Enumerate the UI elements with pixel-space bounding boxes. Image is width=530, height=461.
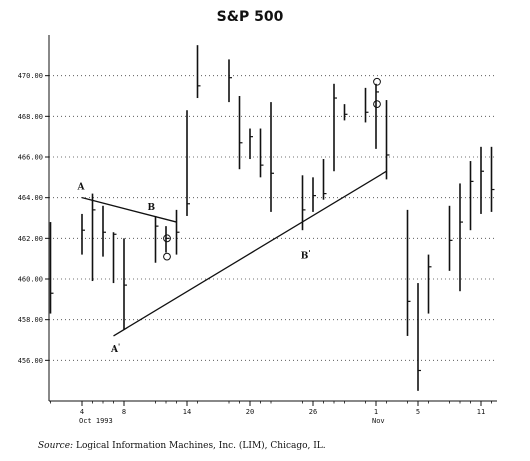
x-tick-label: 14 <box>183 408 191 416</box>
y-tick-label: 456.00 <box>18 357 43 365</box>
price-bar <box>333 83 337 172</box>
price-bar <box>91 193 96 282</box>
circle-markers <box>163 77 381 261</box>
price-bar <box>228 59 232 103</box>
annotation-label: B' <box>301 249 311 262</box>
price-bar <box>364 87 369 123</box>
price-bar <box>175 209 180 255</box>
price-bar <box>49 222 54 314</box>
price-bar <box>385 100 390 180</box>
annotation-label: A' <box>110 342 120 355</box>
price-bar <box>459 183 463 292</box>
x-tick-label: 20 <box>246 408 254 416</box>
y-tick-label: 458.00 <box>18 316 43 324</box>
x-tick-label: 5 <box>416 408 420 416</box>
y-tick-label: 466.00 <box>18 154 43 162</box>
circle-marker <box>163 252 171 261</box>
price-bar <box>301 175 306 231</box>
x-month-label: Nov <box>372 417 385 425</box>
x-tick-label: 11 <box>477 408 485 416</box>
price-bar <box>102 205 106 257</box>
grid-lines <box>49 75 497 361</box>
price-bar <box>270 102 274 212</box>
price-bar <box>249 128 253 160</box>
y-tick-label: 460.00 <box>18 276 43 284</box>
price-bar <box>490 146 495 212</box>
price-bar <box>238 96 243 170</box>
price-bar <box>427 254 432 314</box>
price-bar <box>322 159 327 200</box>
annotation-prime: ' <box>118 342 120 351</box>
price-bar <box>186 110 190 216</box>
price-bar <box>343 104 348 121</box>
price-bars <box>49 45 495 391</box>
y-axis: 456.00 458.00 460.00 462.00 464.00 466.00 468.… <box>18 35 50 401</box>
trendline <box>113 170 387 337</box>
source-label: Source: <box>38 441 74 451</box>
chart-title: S&P 500 <box>217 9 284 25</box>
y-tick-label: 464.00 <box>18 194 43 202</box>
price-bar <box>406 209 411 336</box>
price-bar <box>312 177 316 212</box>
price-bar <box>469 161 474 231</box>
annotation-prime: ' <box>308 249 310 258</box>
price-bar <box>81 213 85 255</box>
price-bar <box>480 146 484 214</box>
annotation-label: A <box>76 183 85 193</box>
x-month-label: Oct 1993 <box>79 417 113 425</box>
circle-marker <box>373 100 381 109</box>
x-tick-label: 1 <box>374 408 378 416</box>
y-tick-label: 468.00 <box>18 113 43 121</box>
y-tick-label: 462.00 <box>18 235 43 243</box>
trendline <box>81 197 177 223</box>
source-text: Logical Information Machines, Inc. (LIM)… <box>75 441 326 451</box>
trendlines <box>81 170 387 337</box>
price-bar <box>154 215 159 263</box>
price-bar <box>112 232 117 284</box>
circle-marker <box>373 77 381 86</box>
x-tick-label: 8 <box>122 408 126 416</box>
annotation-label: B <box>147 203 155 213</box>
price-bar <box>165 226 169 253</box>
price-bar <box>259 128 264 178</box>
price-bar <box>196 45 201 99</box>
price-bar <box>123 238 127 330</box>
x-tick-label: 4 <box>80 408 84 416</box>
x-tick-label: 26 <box>309 408 317 416</box>
price-bar <box>417 283 421 391</box>
price-bar <box>375 83 379 149</box>
y-tick-label: 470.00 <box>18 72 43 80</box>
source-note: Source: Logical Information Machines, In… <box>38 441 326 451</box>
annotations: A B A' B' <box>76 183 310 356</box>
price-bar <box>448 205 453 271</box>
circle-marker <box>163 234 171 243</box>
